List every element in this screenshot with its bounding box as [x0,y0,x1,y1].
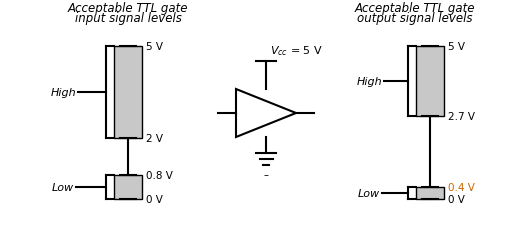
Text: $V_{cc}$ = 5 V: $V_{cc}$ = 5 V [270,44,323,58]
Bar [416,47,444,117]
Text: 0.8 V: 0.8 V [146,170,173,180]
Text: Low: Low [358,188,380,198]
Text: Acceptable TTL gate: Acceptable TTL gate [355,2,475,15]
Text: –: – [263,169,269,179]
Text: 5 V: 5 V [448,42,465,52]
Text: 2.7 V: 2.7 V [448,112,475,122]
Text: 5 V: 5 V [146,42,163,52]
Text: input signal levels: input signal levels [74,12,181,25]
Text: Acceptable TTL gate: Acceptable TTL gate [68,2,188,15]
Text: High: High [356,77,382,87]
Text: High: High [51,88,76,97]
Text: 2 V: 2 V [146,133,163,143]
Text: 0 V: 0 V [146,194,163,204]
Bar [114,47,142,138]
Text: 0.4 V: 0.4 V [448,182,475,192]
Bar [416,187,444,199]
Bar [114,175,142,199]
Text: Low: Low [52,182,74,192]
Text: output signal levels: output signal levels [358,12,473,25]
Text: 0 V: 0 V [448,194,465,204]
